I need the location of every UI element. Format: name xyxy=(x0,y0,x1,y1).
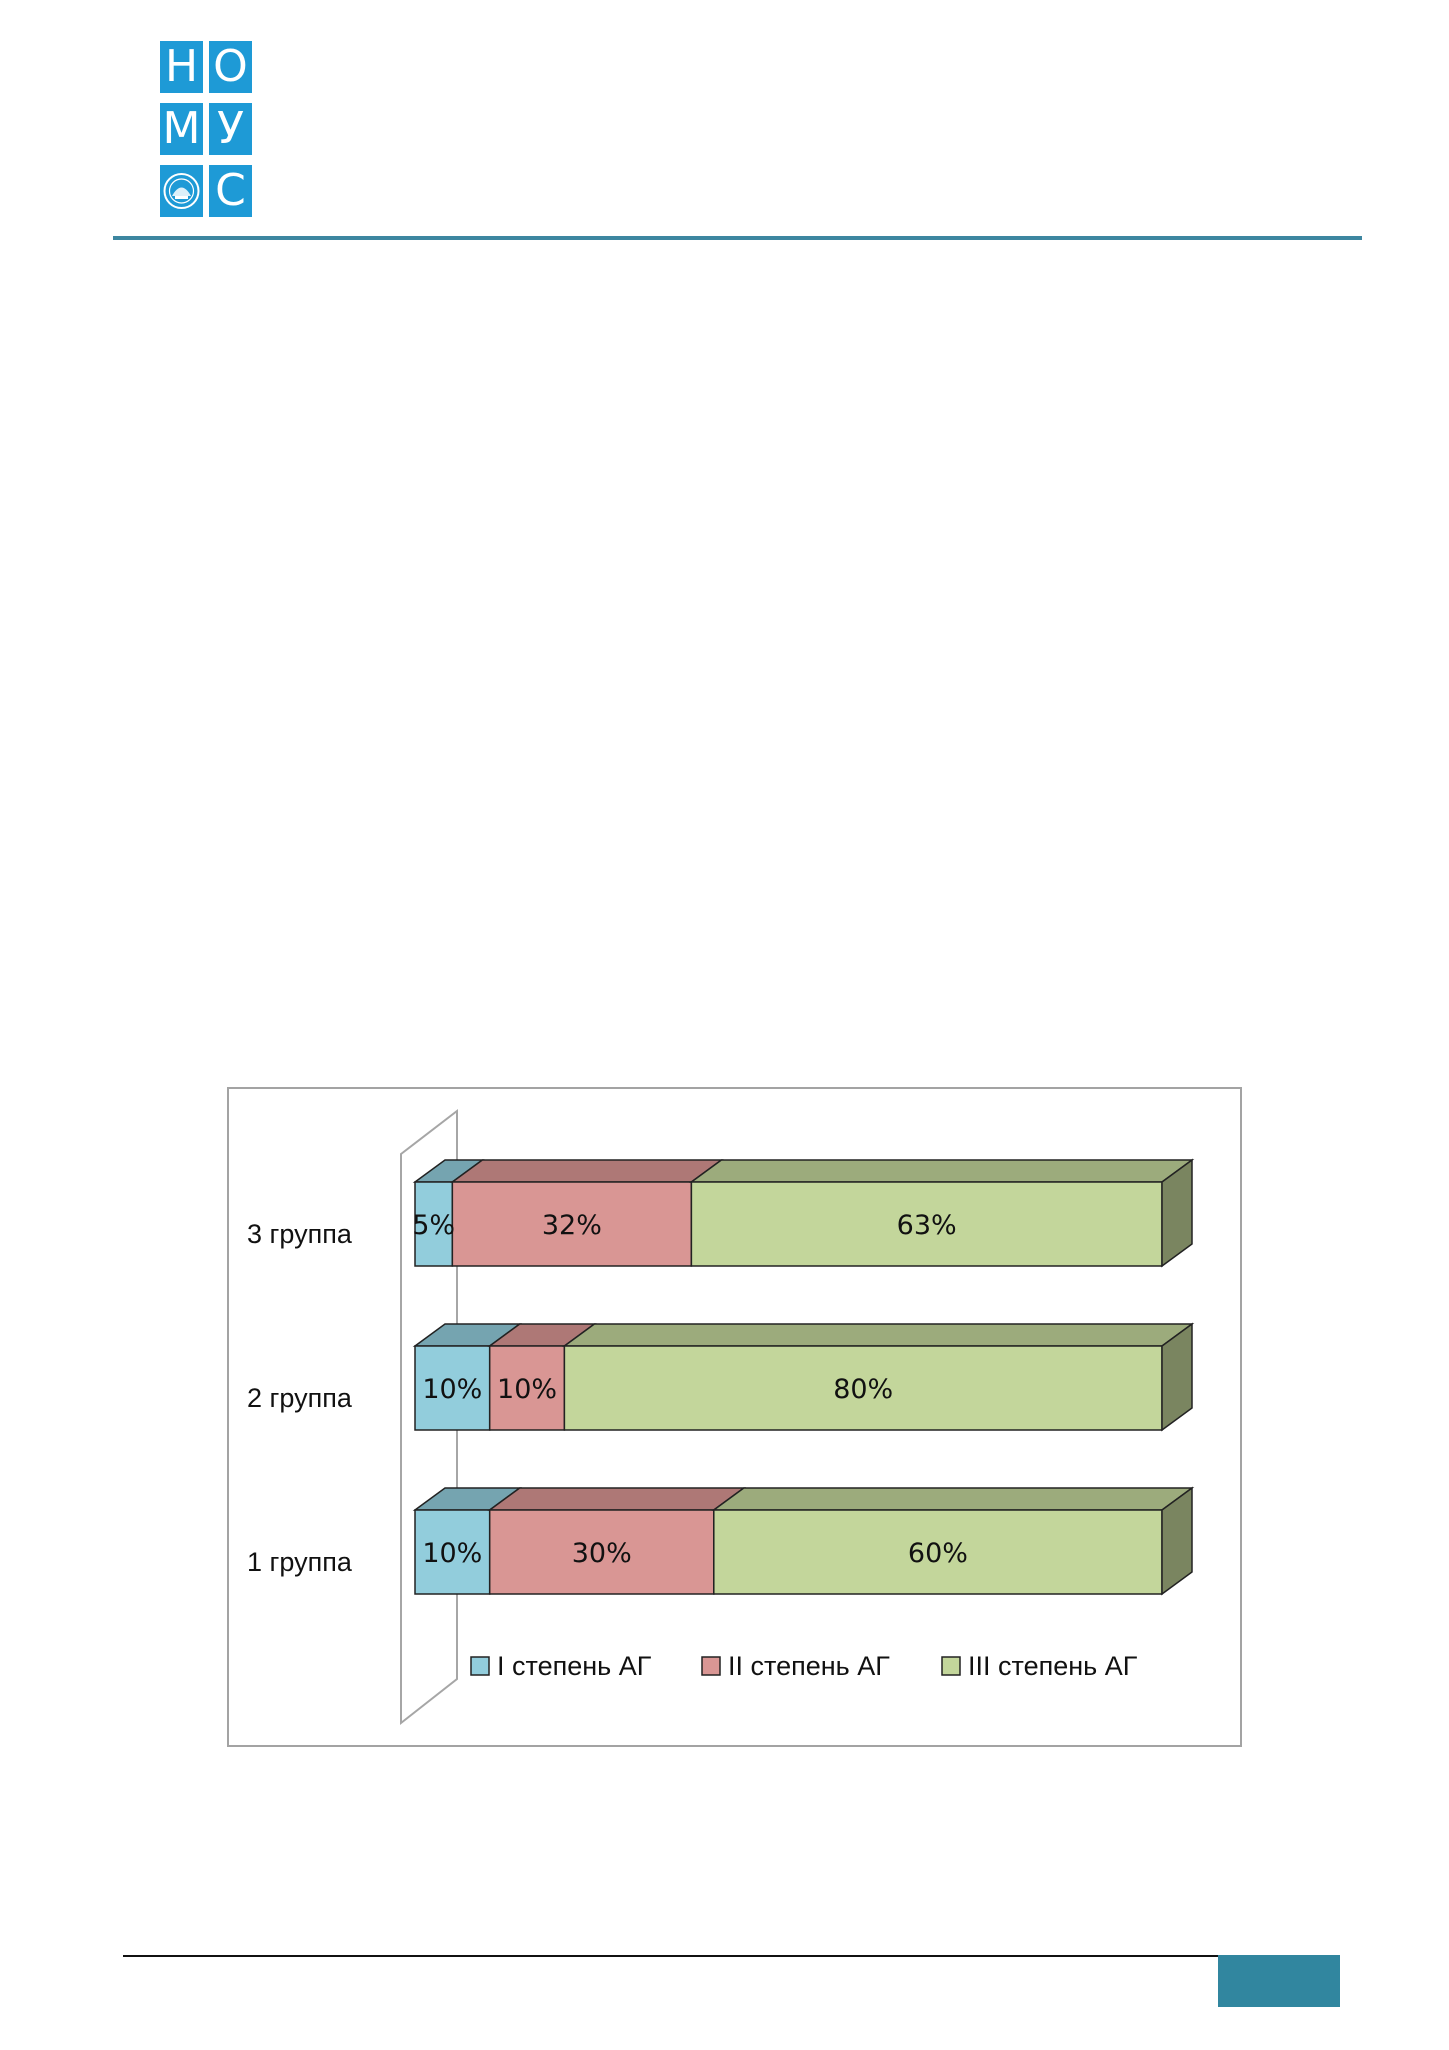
value-label-ii-степень-аг-1-группа: 30% xyxy=(572,1538,632,1569)
bar-side-iii-степень-аг-1-группа xyxy=(1161,1486,1193,1596)
back-wall-outline xyxy=(400,1108,458,1726)
bar-i-степень-аг-3-группа xyxy=(414,1181,454,1267)
bar-iii-степень-аг-1-группа xyxy=(713,1509,1163,1595)
bar-ii-степень-аг-1-группа xyxy=(488,1509,715,1595)
chart-frame: 10% 30% 60% 10% 10% 80% 5% 32% 63% 1 группа 2 гру… xyxy=(227,1087,1242,1747)
legend-swatch-3 xyxy=(941,1656,961,1676)
category-label-2: 2 группа xyxy=(247,1383,353,1413)
category-label-3: 3 группа xyxy=(247,1219,353,1249)
seal-emblem-icon xyxy=(160,165,203,217)
chart-category-axis: 1 группа 2 группа 3 группа xyxy=(247,1219,353,1577)
bar-iii-степень-аг-3-группа xyxy=(690,1181,1163,1267)
logo-letter-o: О xyxy=(209,41,252,93)
logo-letter-s: С xyxy=(209,165,252,217)
value-label-iii-степень-аг-2-группа: 80% xyxy=(833,1374,893,1405)
value-label-iii-степень-аг-3-группа: 63% xyxy=(897,1210,957,1241)
logo-letter-u: У xyxy=(209,103,252,155)
value-label-iii-степень-аг-1-группа: 60% xyxy=(908,1538,968,1569)
stacked-bar-chart: 10% 30% 60% 10% 10% 80% 5% 32% 63% 1 группа 2 гру… xyxy=(247,1108,1195,1726)
bar-side-iii-степень-аг-3-группа xyxy=(1161,1158,1193,1268)
page-number-block xyxy=(1218,1955,1340,2007)
value-label-i-степень-аг-1-группа: 10% xyxy=(422,1538,482,1569)
bar-top-iii-степень-аг-1-группа xyxy=(711,1487,1195,1511)
logo-letter-m: М xyxy=(160,103,203,155)
chart-back-wall xyxy=(400,1108,458,1726)
logo-letter-n: Н xyxy=(160,41,203,93)
value-label-ii-степень-аг-2-группа: 10% xyxy=(497,1374,557,1405)
bar-ii-степень-аг-2-группа xyxy=(488,1345,566,1431)
legend-label-3: III степень АГ xyxy=(968,1651,1138,1681)
bar-i-степень-аг-1-группа xyxy=(414,1509,491,1595)
value-label-ii-степень-аг-3-группа: 32% xyxy=(542,1210,602,1241)
value-label-i-степень-аг-2-группа: 10% xyxy=(422,1374,482,1405)
chart-bars xyxy=(412,1158,1195,1596)
category-label-1: 1 группа xyxy=(247,1547,353,1577)
bar-iii-степень-аг-2-группа xyxy=(563,1345,1163,1431)
bar-side-iii-степень-аг-2-группа xyxy=(1161,1322,1193,1432)
chart-value-labels: 10% 30% 60% 10% 10% 80% 5% 32% 63% xyxy=(412,1210,968,1569)
header-divider xyxy=(113,236,1362,240)
legend-swatch-1 xyxy=(470,1656,490,1676)
chart-legend: I степень АГ II степень АГ III степень АГ xyxy=(470,1651,1138,1681)
bar-top-iii-степень-аг-3-группа xyxy=(689,1159,1195,1183)
bar-ii-степень-аг-3-группа xyxy=(451,1181,693,1267)
legend-label-1: I степень АГ xyxy=(497,1651,652,1681)
footer-divider xyxy=(123,1955,1223,1957)
bar-top-ii-степень-аг-3-группа xyxy=(450,1159,724,1183)
legend-label-2: II степень АГ xyxy=(728,1651,890,1681)
value-label-i-степень-аг-3-группа: 5% xyxy=(412,1210,455,1241)
journal-logo: Н О М У С xyxy=(160,41,252,217)
legend-swatch-2 xyxy=(701,1656,721,1676)
bar-top-iii-степень-аг-2-группа xyxy=(562,1323,1195,1347)
bar-top-ii-степень-аг-1-группа xyxy=(487,1487,747,1511)
